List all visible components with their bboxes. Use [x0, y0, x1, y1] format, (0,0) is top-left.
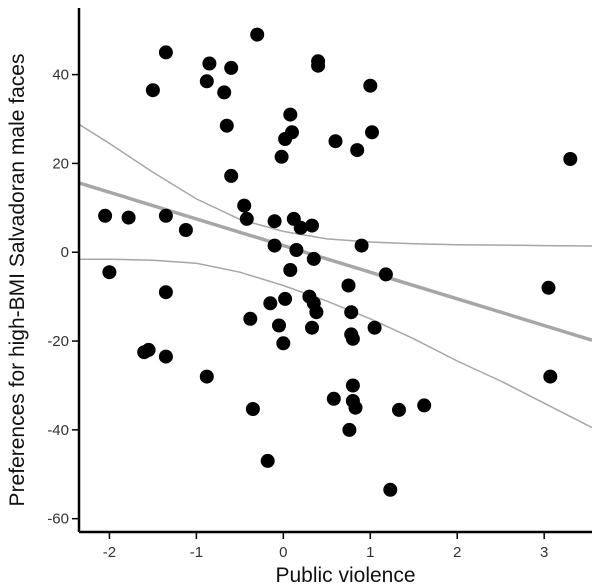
y-tick-label: 40	[52, 67, 69, 84]
data-point	[311, 58, 326, 73]
data-point	[224, 168, 239, 183]
data-point	[102, 265, 117, 280]
ci-upper-curve	[78, 123, 592, 247]
data-point	[378, 267, 393, 282]
data-point	[137, 345, 152, 360]
y-tick-label: 0	[61, 244, 69, 261]
data-point	[541, 280, 556, 295]
data-point	[98, 208, 113, 223]
x-tick-label: 0	[279, 544, 287, 561]
data-point	[417, 398, 432, 413]
data-point	[354, 238, 369, 253]
data-point	[344, 305, 359, 320]
x-tick-label: 1	[366, 544, 374, 561]
y-tick-label: 20	[52, 155, 69, 172]
data-point	[293, 220, 308, 235]
data-point	[267, 214, 282, 229]
x-tick-label: -1	[190, 544, 203, 561]
data-point	[158, 349, 173, 364]
x-tick-label: -2	[103, 544, 116, 561]
data-point	[217, 85, 232, 100]
data-point	[224, 60, 239, 75]
data-point	[199, 74, 214, 89]
data-point	[245, 402, 260, 416]
data-point	[272, 318, 286, 333]
data-point	[350, 143, 365, 158]
data-point	[237, 198, 252, 213]
data-point	[326, 391, 341, 406]
data-point	[239, 211, 254, 226]
data-point	[543, 369, 558, 384]
data-point	[345, 378, 360, 393]
x-axis-title: Public violence	[275, 564, 415, 587]
x-tick-label: 2	[453, 544, 461, 561]
data-point	[267, 238, 282, 253]
data-point	[263, 296, 278, 311]
data-point	[305, 218, 319, 233]
data-point	[260, 453, 275, 468]
tick-marks	[72, 73, 545, 539]
data-point	[309, 305, 324, 320]
data-point	[158, 208, 173, 223]
y-axis-title: Preferences for high-BMI Salvadoran male…	[6, 54, 29, 507]
fit-line	[78, 181, 592, 342]
data-point	[392, 402, 406, 417]
y-tick-label: -60	[47, 511, 69, 528]
data-point	[563, 152, 578, 166]
data-point	[365, 125, 379, 140]
data-point	[283, 107, 298, 122]
data-point	[145, 83, 160, 98]
data-point	[178, 223, 193, 237]
data-point	[363, 78, 378, 93]
data-point	[243, 311, 258, 326]
data-point	[250, 27, 265, 42]
data-point	[274, 149, 289, 164]
axes	[77, 8, 592, 534]
data-point	[278, 132, 293, 146]
data-point	[158, 45, 173, 60]
data-point	[342, 422, 357, 437]
x-tick-label: 3	[540, 544, 548, 561]
data-point	[341, 278, 356, 293]
data-point	[278, 291, 293, 306]
data-point	[348, 400, 363, 415]
y-tick-label: -20	[47, 333, 69, 350]
data-point	[383, 482, 398, 497]
data-points	[98, 27, 578, 497]
data-point	[367, 320, 382, 335]
regression-line	[78, 181, 592, 342]
y-tick-label: -40	[47, 422, 69, 439]
data-point	[219, 118, 234, 133]
data-point	[283, 263, 298, 277]
ci-lower-curve	[79, 258, 592, 429]
data-point	[202, 56, 217, 71]
data-point	[289, 243, 304, 257]
confidence-band	[78, 123, 592, 429]
data-point	[345, 331, 360, 346]
data-point	[305, 320, 319, 335]
data-point	[276, 336, 291, 351]
data-point	[199, 369, 214, 384]
data-point	[328, 134, 343, 149]
data-point	[306, 251, 321, 266]
data-point	[158, 285, 173, 300]
data-point	[121, 210, 136, 225]
